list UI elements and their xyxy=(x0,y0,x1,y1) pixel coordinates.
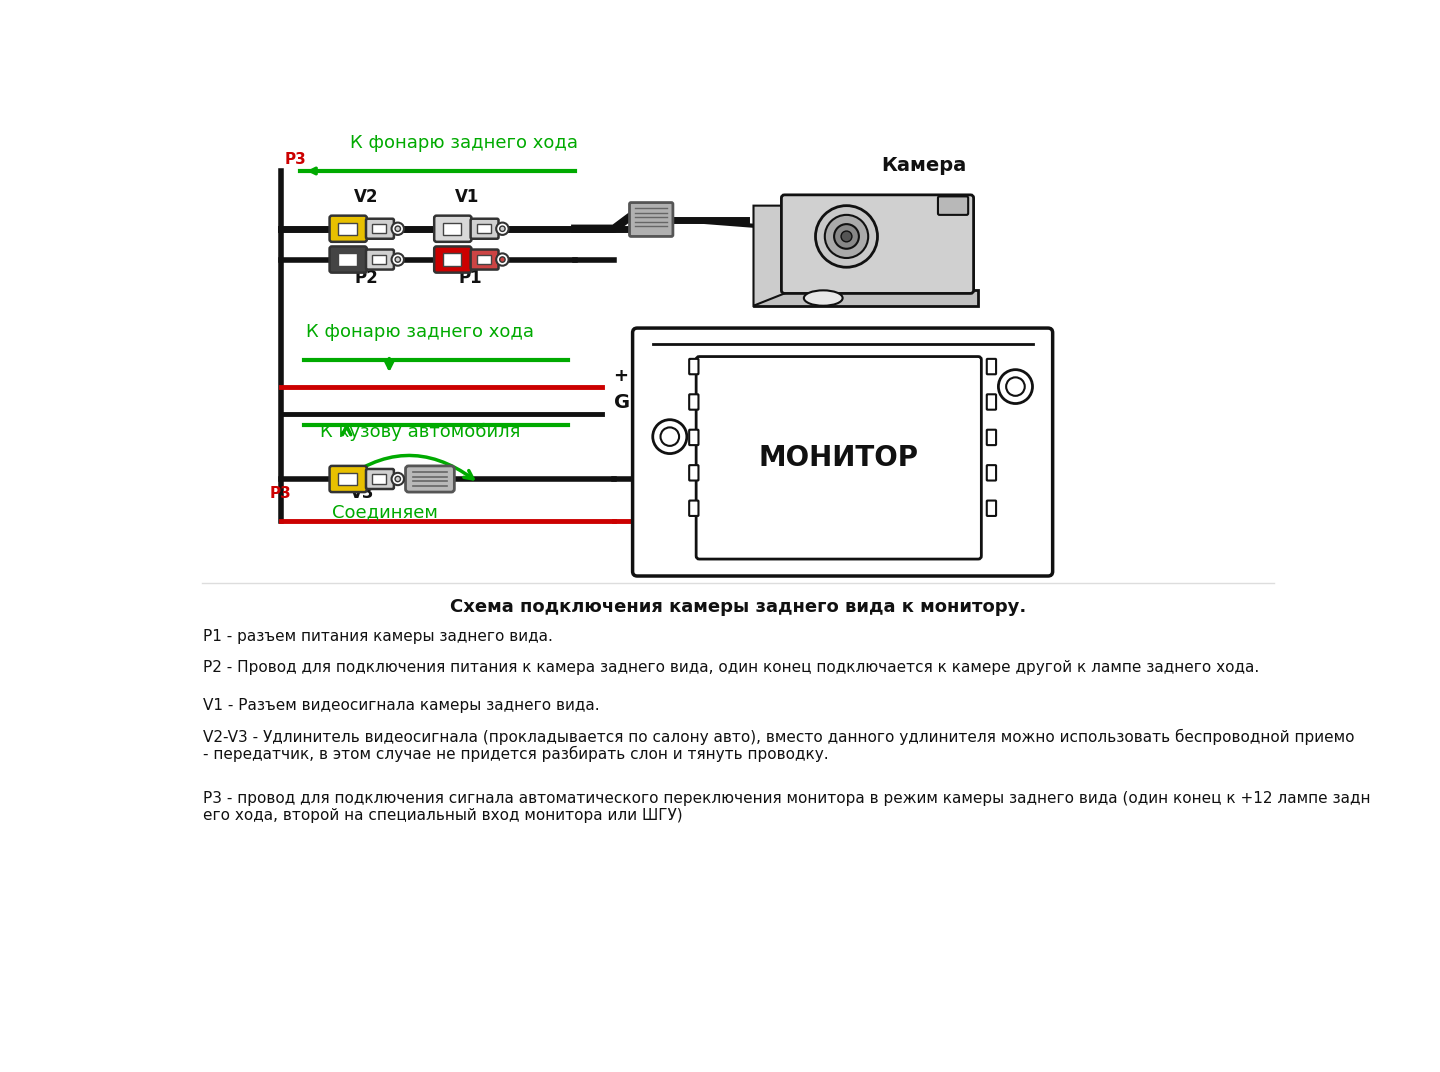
FancyBboxPatch shape xyxy=(471,219,498,239)
FancyBboxPatch shape xyxy=(986,465,996,480)
Text: Схема подключения камеры заднего вида к монитору.: Схема подключения камеры заднего вида к … xyxy=(449,598,1027,616)
Circle shape xyxy=(815,206,877,267)
Circle shape xyxy=(825,214,868,258)
FancyBboxPatch shape xyxy=(366,468,395,489)
Circle shape xyxy=(1007,377,1025,396)
Text: Камера: Камера xyxy=(881,157,966,175)
FancyBboxPatch shape xyxy=(330,466,367,492)
FancyBboxPatch shape xyxy=(372,475,386,483)
Circle shape xyxy=(841,232,852,242)
FancyBboxPatch shape xyxy=(986,394,996,410)
FancyBboxPatch shape xyxy=(406,466,455,492)
Text: К фонарю заднего хода: К фонарю заднего хода xyxy=(307,323,534,341)
Text: P1: P1 xyxy=(459,269,482,286)
Ellipse shape xyxy=(804,291,842,306)
Text: Р3: Р3 xyxy=(285,152,307,167)
FancyBboxPatch shape xyxy=(372,224,386,234)
Text: Р3: Р3 xyxy=(269,487,292,502)
Text: К кузову автомобиля: К кузову автомобиля xyxy=(320,422,520,441)
Circle shape xyxy=(395,476,400,481)
Circle shape xyxy=(652,420,687,453)
Text: его хода, второй на специальный вход монитора или ШГУ): его хода, второй на специальный вход мон… xyxy=(203,808,683,823)
FancyBboxPatch shape xyxy=(435,215,471,242)
FancyBboxPatch shape xyxy=(937,196,968,214)
Text: GND: GND xyxy=(613,393,662,412)
Text: V1 - Разъем видеосигнала камеры заднего вида.: V1 - Разъем видеосигнала камеры заднего … xyxy=(203,699,600,714)
Text: V3: V3 xyxy=(350,485,374,503)
Text: P2: P2 xyxy=(354,269,377,286)
Text: К фонарю заднего хода: К фонарю заднего хода xyxy=(350,134,579,152)
FancyBboxPatch shape xyxy=(338,473,357,486)
FancyBboxPatch shape xyxy=(690,359,698,374)
Text: P2 - Провод для подключения питания к камера заднего вида, один конец подключает: P2 - Провод для подключения питания к ка… xyxy=(203,660,1260,675)
FancyBboxPatch shape xyxy=(986,359,996,374)
FancyBboxPatch shape xyxy=(632,328,1053,576)
FancyBboxPatch shape xyxy=(986,430,996,445)
Circle shape xyxy=(392,473,405,486)
FancyBboxPatch shape xyxy=(782,195,973,294)
Circle shape xyxy=(998,370,1032,403)
Circle shape xyxy=(500,257,505,263)
FancyBboxPatch shape xyxy=(629,203,672,237)
Text: - передатчик, в этом случае не придется разбирать слон и тянуть проводку.: - передатчик, в этом случае не придется … xyxy=(203,746,829,762)
FancyBboxPatch shape xyxy=(366,250,395,269)
Circle shape xyxy=(392,253,405,266)
FancyBboxPatch shape xyxy=(338,253,357,266)
Circle shape xyxy=(497,223,508,235)
Text: +12 В: +12 В xyxy=(613,368,674,385)
FancyBboxPatch shape xyxy=(330,247,367,272)
FancyBboxPatch shape xyxy=(471,250,498,269)
FancyBboxPatch shape xyxy=(477,224,491,234)
Text: V2-V3 - Удлинитель видеосигнала (прокладывается по салону авто), вместо данного : V2-V3 - Удлинитель видеосигнала (проклад… xyxy=(203,729,1359,745)
FancyBboxPatch shape xyxy=(690,501,698,516)
FancyBboxPatch shape xyxy=(442,223,461,235)
Circle shape xyxy=(834,224,858,249)
Circle shape xyxy=(395,226,400,232)
Polygon shape xyxy=(753,291,978,306)
FancyBboxPatch shape xyxy=(986,501,996,516)
Circle shape xyxy=(395,257,400,263)
Text: V1: V1 xyxy=(455,188,480,206)
FancyBboxPatch shape xyxy=(477,255,491,264)
Text: МОНИТОР: МОНИТОР xyxy=(759,444,919,472)
FancyBboxPatch shape xyxy=(690,430,698,445)
FancyBboxPatch shape xyxy=(442,253,461,266)
FancyBboxPatch shape xyxy=(330,215,367,242)
FancyBboxPatch shape xyxy=(366,219,395,239)
Text: P1 - разъем питания камеры заднего вида.: P1 - разъем питания камеры заднего вида. xyxy=(203,629,553,644)
Polygon shape xyxy=(753,206,792,306)
Circle shape xyxy=(497,253,508,266)
FancyBboxPatch shape xyxy=(372,255,386,264)
Text: Р3 - провод для подключения сигнала автоматического переключения монитора в режи: Р3 - провод для подключения сигнала авто… xyxy=(203,791,1371,806)
FancyBboxPatch shape xyxy=(696,357,981,560)
Text: Соединяем: Соединяем xyxy=(333,504,438,521)
FancyBboxPatch shape xyxy=(690,465,698,480)
Text: V2: V2 xyxy=(354,188,379,206)
Circle shape xyxy=(661,428,680,446)
FancyBboxPatch shape xyxy=(435,247,471,272)
Circle shape xyxy=(392,223,405,235)
Circle shape xyxy=(500,226,505,232)
FancyBboxPatch shape xyxy=(690,394,698,410)
FancyBboxPatch shape xyxy=(338,223,357,235)
